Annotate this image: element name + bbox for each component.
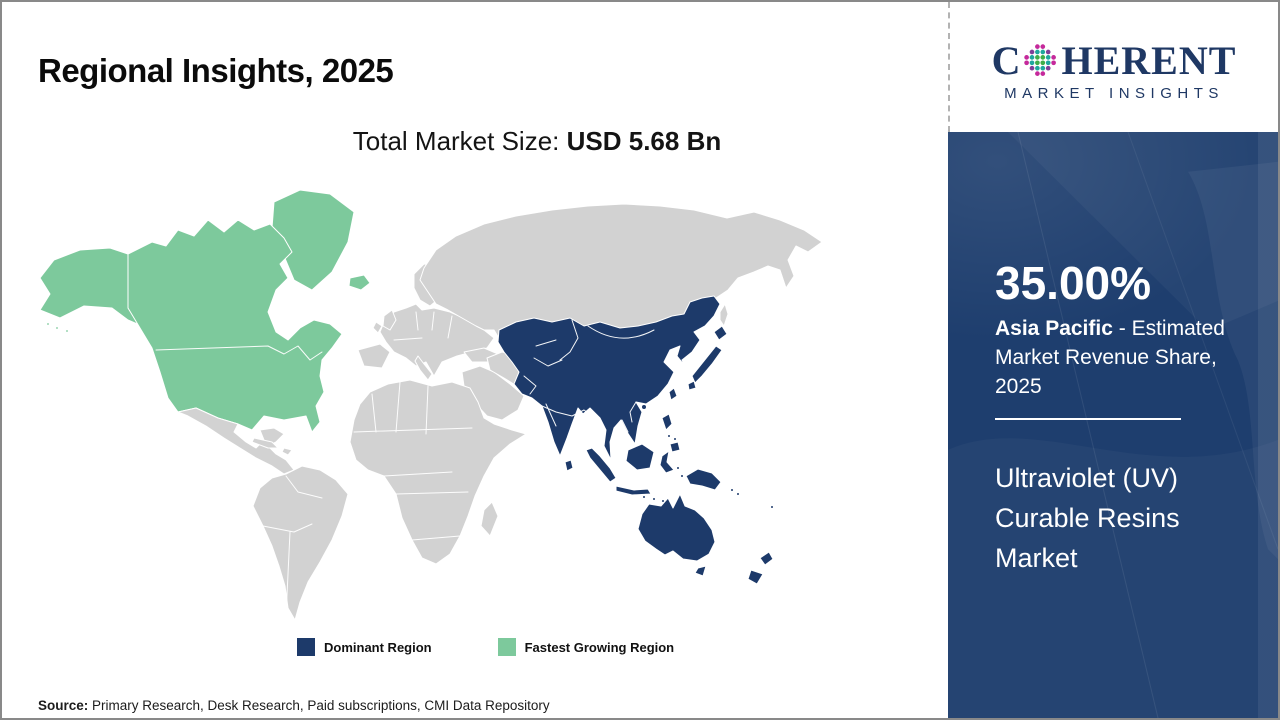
legend-swatch-fastest-growing (497, 638, 516, 656)
philippines-mindanao (669, 441, 681, 453)
logo: C HERENT MARKET INSIGHTS (948, 2, 1278, 132)
sakhalin (719, 303, 729, 327)
share-description-rest: - Estimated Market Revenue Share, 2025 (995, 317, 1225, 398)
logo-wordmark: C HERENT (991, 37, 1237, 83)
taiwan (668, 387, 678, 401)
italy (414, 355, 433, 381)
total-market-size-value: USD 5.68 Bn (566, 126, 722, 156)
legend-label-dominant: Dominant Region (324, 639, 432, 655)
borneo (625, 443, 655, 471)
source-text: Primary Research, Desk Research, Paid su… (88, 698, 550, 713)
legend-item-dominant: Dominant Region (297, 638, 432, 656)
australia (637, 493, 716, 562)
hispaniola (281, 447, 293, 456)
region-asia-pacific (497, 295, 774, 585)
iberia (357, 343, 391, 369)
cuba (251, 437, 279, 449)
tasmania (694, 565, 707, 577)
new-zealand-south (747, 569, 764, 585)
sumatra (585, 447, 617, 483)
legend-swatch-dominant (297, 638, 315, 656)
sidebar: 35.00% Asia Pacific - Estimated Market R… (948, 132, 1278, 718)
sri-lanka (564, 459, 574, 472)
legend-item-fastest-growing: Fastest Growing Region (497, 638, 675, 656)
java (615, 485, 652, 496)
region-north-america (39, 189, 371, 433)
great-britain (382, 309, 397, 331)
divider-line (995, 418, 1181, 420)
logo-letters-rest: HERENT (1061, 37, 1237, 83)
total-market-size: Total Market Size: USD 5.68 Bn (122, 126, 952, 157)
sidebar-map-texture (1008, 132, 1278, 718)
market-name: Ultraviolet (UV) Curable Resins Market (995, 463, 1180, 573)
south-america (252, 465, 349, 621)
share-region: Asia Pacific (995, 317, 1113, 340)
new-zealand-north (759, 551, 774, 566)
japan-kyushu (687, 380, 697, 391)
source-label: Source: (38, 698, 89, 713)
philippines-luzon (661, 413, 673, 431)
madagascar (480, 501, 499, 537)
share-value: 35.00% (995, 257, 1152, 309)
alaska (39, 247, 143, 327)
world-map (32, 180, 832, 630)
africa (349, 379, 527, 565)
world-map-svg (39, 189, 823, 621)
asia-mainland (497, 295, 721, 461)
share-description: Asia Pacific - Estimated Market Revenue … (995, 314, 1240, 401)
japan-honshu (691, 345, 723, 384)
logo-globe-icon (1024, 43, 1057, 76)
logo-letter-c: C (991, 37, 1022, 83)
russia (419, 203, 823, 341)
sulawesi (659, 450, 675, 474)
region-rest-of-world (177, 203, 823, 621)
sidebar-content: 35.00% Asia Pacific - Estimated Market R… (995, 260, 1252, 578)
japan-hokkaido (713, 325, 728, 341)
logo-tagline: MARKET INSIGHTS (1004, 84, 1224, 102)
hainan (641, 404, 647, 410)
total-market-size-label: Total Market Size: (352, 126, 567, 156)
source-note: Source: Primary Research, Desk Research,… (38, 698, 550, 713)
map-legend: Dominant Region Fastest Growing Region (297, 638, 674, 656)
new-guinea (685, 468, 722, 491)
page-title: Regional Insights, 2025 (38, 52, 394, 90)
legend-label-fastest-growing: Fastest Growing Region (524, 639, 675, 655)
mexico-central-america (177, 407, 295, 475)
ireland (372, 321, 383, 334)
iceland (348, 274, 371, 291)
